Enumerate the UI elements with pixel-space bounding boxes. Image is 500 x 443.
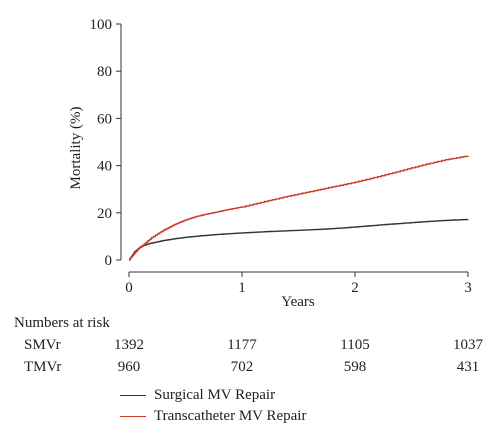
y-tick-label: 100 — [90, 17, 113, 33]
legend-swatch-surgical — [120, 395, 146, 396]
risk-value: 960 — [117, 359, 141, 375]
y-tick-label: 0 — [105, 253, 113, 269]
risk-value: 598 — [343, 359, 367, 375]
x-tick-label: 1 — [238, 280, 246, 296]
series-layer — [129, 155, 469, 261]
axes: 0 20 40 60 80 100 0 1 2 3 — [90, 17, 472, 296]
legend-item-surgical: Surgical MV Repair — [120, 387, 275, 404]
legend-item-transcatheter: Transcatheter MV Repair — [120, 408, 306, 425]
risk-value: 1037 — [453, 337, 483, 353]
mortality-chart: 0 20 40 60 80 100 0 1 2 3 Mortality (%) Years — [68, 17, 472, 310]
y-tick-label: 40 — [97, 159, 112, 175]
x-tick-label: 2 — [351, 280, 359, 296]
risk-value: 1177 — [227, 337, 257, 353]
x-tick-label: 3 — [464, 280, 472, 296]
legend-swatch-transcatheter — [120, 416, 146, 417]
y-axis-label: Mortality (%) — [68, 107, 84, 190]
risk-value: 1392 — [114, 337, 144, 353]
series-line-transcatheter — [129, 155, 469, 261]
legend-label-surgical: Surgical MV Repair — [154, 387, 276, 403]
risk-row-smvr: SMVr 1392 1177 1105 1037 — [0, 337, 500, 357]
risk-row-tmvr: TMVr 960 702 598 431 — [0, 359, 500, 379]
y-tick-label: 80 — [97, 64, 112, 80]
risk-row-label: TMVr — [24, 359, 62, 375]
legend-label-transcatheter: Transcatheter MV Repair — [154, 408, 307, 424]
risk-row-label: SMVr — [24, 337, 61, 353]
risk-value: 1105 — [340, 337, 370, 353]
y-tick-label: 60 — [97, 111, 112, 127]
series-line-surgical — [129, 218, 469, 261]
x-tick-label: 0 — [125, 280, 133, 296]
risk-value: 431 — [456, 359, 480, 375]
x-axis-label: Years — [281, 294, 315, 310]
risk-table-title: Numbers at risk — [14, 315, 110, 331]
y-tick-label: 20 — [97, 206, 112, 222]
risk-value: 702 — [230, 359, 254, 375]
